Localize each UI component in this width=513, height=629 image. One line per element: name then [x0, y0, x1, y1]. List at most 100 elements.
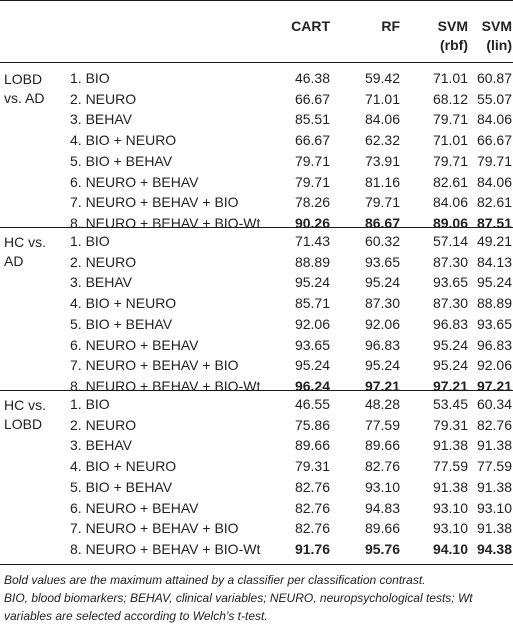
accuracy-value: 89.66 [364, 437, 400, 453]
table-bottom-rule [0, 564, 513, 565]
accuracy-value: 95.24 [476, 274, 512, 290]
accuracy-value: 95.24 [294, 274, 330, 290]
feature-set-label: 7. NEURO + BEHAV + BIO [70, 357, 239, 373]
contrast-label-line: vs. AD [4, 90, 45, 106]
accuracy-value: 84.06 [364, 111, 400, 127]
accuracy-value: 93.10 [476, 500, 512, 516]
accuracy-value: 59.42 [364, 70, 400, 86]
accuracy-value: 87.30 [432, 295, 468, 311]
accuracy-value: 88.89 [476, 295, 512, 311]
accuracy-value: 97.21 [476, 378, 512, 394]
accuracy-value: 91.38 [432, 437, 468, 453]
feature-set-label: 4. BIO + NEURO [70, 132, 177, 148]
accuracy-value: 77.59 [476, 458, 512, 474]
accuracy-value: 93.65 [476, 316, 512, 332]
table-footnote: Bold values are the maximum attained by … [4, 571, 509, 625]
group-separator-rule [0, 227, 513, 228]
group-separator-rule [0, 390, 513, 391]
feature-set-label: 1. BIO [70, 70, 110, 86]
accuracy-value: 89.66 [364, 520, 400, 536]
feature-set-label: 5. BIO + BEHAV [70, 153, 173, 169]
accuracy-value: 93.65 [432, 274, 468, 290]
accuracy-value: 95.76 [364, 541, 400, 557]
accuracy-value: 48.28 [364, 396, 400, 412]
accuracy-value: 81.16 [364, 174, 400, 190]
accuracy-value: 66.67 [476, 132, 512, 148]
accuracy-value: 77.59 [364, 417, 400, 433]
accuracy-value: 68.12 [432, 91, 468, 107]
accuracy-value: 77.59 [432, 458, 468, 474]
accuracy-value: 55.07 [476, 91, 512, 107]
table-top-rule [0, 0, 513, 1]
accuracy-value: 73.91 [364, 153, 400, 169]
accuracy-value: 91.38 [476, 520, 512, 536]
accuracy-value: 91.38 [476, 479, 512, 495]
accuracy-value: 79.31 [294, 458, 330, 474]
accuracy-value: 84.06 [432, 194, 468, 210]
feature-set-label: 2. NEURO [70, 417, 137, 433]
accuracy-value: 85.51 [294, 111, 330, 127]
footnote-bold-note: Bold values are the maximum attained by … [4, 573, 426, 587]
feature-set-label: 5. BIO + BEHAV [70, 316, 173, 332]
accuracy-value: 84.06 [476, 174, 512, 190]
accuracy-value: 93.10 [432, 500, 468, 516]
accuracy-value: 95.24 [364, 357, 400, 373]
feature-set-label: 2. NEURO [70, 91, 137, 107]
accuracy-value: 82.76 [364, 458, 400, 474]
accuracy-value: 87.30 [364, 295, 400, 311]
footnote-abbreviations: BIO, blood biomarkers; BEHAV, clinical v… [4, 591, 473, 623]
accuracy-value: 93.10 [432, 520, 468, 536]
accuracy-value: 82.76 [294, 479, 330, 495]
accuracy-value: 82.61 [476, 194, 512, 210]
feature-set-label: 4. BIO + NEURO [70, 458, 177, 474]
accuracy-value: 92.06 [476, 357, 512, 373]
feature-set-label: 3. BEHAV [70, 274, 132, 290]
accuracy-value: 79.71 [294, 174, 330, 190]
accuracy-value: 88.89 [294, 254, 330, 270]
accuracy-value: 94.83 [364, 500, 400, 516]
results-table: CART RF SVM (rbf) SVM (lin) LOBD vs. AD 1.… [0, 0, 513, 565]
contrast-label-line: LOBD [4, 416, 43, 432]
feature-set-label: 4. BIO + NEURO [70, 295, 177, 311]
accuracy-value: 75.86 [294, 417, 330, 433]
accuracy-value: 82.76 [476, 417, 512, 433]
accuracy-value: 95.24 [364, 274, 400, 290]
feature-set-label: 6. NEURO + BEHAV [70, 174, 199, 190]
accuracy-value: 66.67 [294, 91, 330, 107]
accuracy-value: 84.13 [476, 254, 512, 270]
accuracy-value: 96.24 [294, 378, 330, 394]
accuracy-value: 96.83 [432, 316, 468, 332]
accuracy-value: 95.24 [432, 337, 468, 353]
feature-set-label: 8. NEURO + BEHAV + BIO-Wt [70, 378, 261, 394]
contrast-label-line: AD [4, 253, 24, 269]
feature-set-label: 1. BIO [70, 396, 110, 412]
accuracy-value: 93.65 [294, 337, 330, 353]
accuracy-value: 79.71 [476, 153, 512, 169]
accuracy-value: 90.26 [294, 215, 330, 231]
contrast-label: HC vs. AD [4, 233, 46, 271]
accuracy-value: 87.51 [476, 215, 512, 231]
accuracy-value: 94.38 [476, 541, 512, 557]
accuracy-value: 96.83 [364, 337, 400, 353]
accuracy-value: 91.76 [294, 541, 330, 557]
feature-set-label: 6. NEURO + BEHAV [70, 337, 199, 353]
accuracy-value: 46.55 [294, 396, 330, 412]
accuracy-value: 79.71 [364, 194, 400, 210]
accuracy-value: 87.30 [432, 254, 468, 270]
accuracy-value: 71.43 [294, 233, 330, 249]
accuracy-value: 91.38 [432, 479, 468, 495]
contrast-label-line: LOBD [4, 71, 43, 87]
feature-set-label: 2. NEURO [70, 254, 137, 270]
feature-set-label: 7. NEURO + BEHAV + BIO [70, 194, 239, 210]
accuracy-value: 79.71 [432, 111, 468, 127]
accuracy-value: 57.14 [432, 233, 468, 249]
accuracy-value: 86.67 [364, 215, 400, 231]
accuracy-value: 49.21 [476, 233, 512, 249]
accuracy-value: 53.45 [432, 396, 468, 412]
feature-set-label: 5. BIO + BEHAV [70, 479, 173, 495]
accuracy-value: 66.67 [294, 132, 330, 148]
accuracy-value: 92.06 [294, 316, 330, 332]
accuracy-value: 85.71 [294, 295, 330, 311]
accuracy-value: 46.38 [294, 70, 330, 86]
feature-set-label: 6. NEURO + BEHAV [70, 500, 199, 516]
